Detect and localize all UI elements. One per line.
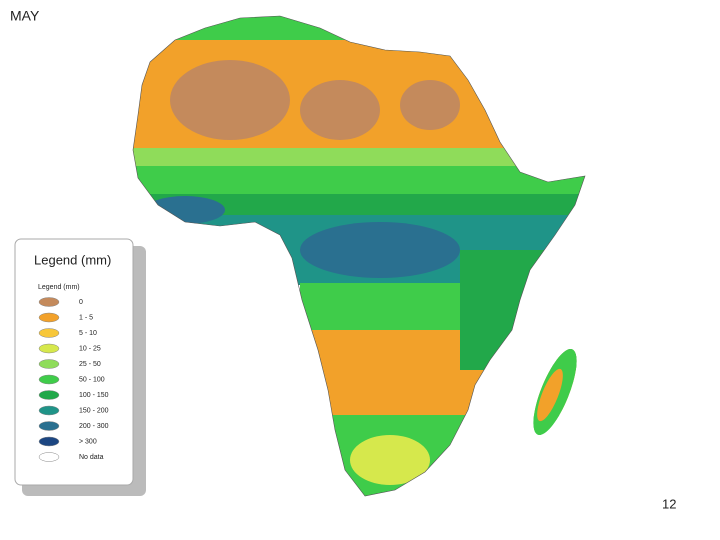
legend-swatch — [38, 343, 60, 354]
legend-swatch — [38, 374, 60, 385]
legend-items: 0 1 - 5 5 - 10 10 - 25 25 - 50 50 - 100 100 - … — [38, 297, 109, 462]
legend-swatch — [38, 436, 60, 447]
legend-swatch — [38, 312, 60, 323]
legend-label: 100 - 150 — [79, 392, 109, 399]
page-number: 12 — [662, 496, 676, 511]
legend-label: 150 - 200 — [79, 407, 109, 414]
legend-label: 25 - 50 — [79, 361, 101, 368]
legend-swatch — [38, 452, 60, 462]
legend-box — [14, 238, 134, 486]
legend-swatch — [38, 421, 60, 431]
legend-label: 1 - 5 — [79, 314, 93, 321]
legend-label: No data — [79, 454, 104, 461]
legend-swatch — [38, 359, 60, 369]
legend-label: 50 - 100 — [79, 376, 105, 383]
legend-swatch — [38, 328, 60, 338]
legend-label: > 300 — [79, 438, 97, 445]
legend-swatch — [38, 297, 60, 307]
legend-label: 200 - 300 — [79, 423, 109, 430]
legend-label: 0 — [79, 299, 83, 306]
legend-swatch — [38, 390, 60, 400]
coastline — [132, 15, 586, 497]
legend-subtitle: Legend (mm) — [38, 284, 80, 291]
legend-swatch — [38, 405, 60, 416]
africa-map — [133, 16, 586, 496]
legend-label: 5 - 10 — [79, 330, 97, 337]
map-title: MAY — [10, 8, 40, 24]
legend-label: 10 - 25 — [79, 345, 101, 352]
legend-title: Legend (mm) — [34, 252, 111, 267]
